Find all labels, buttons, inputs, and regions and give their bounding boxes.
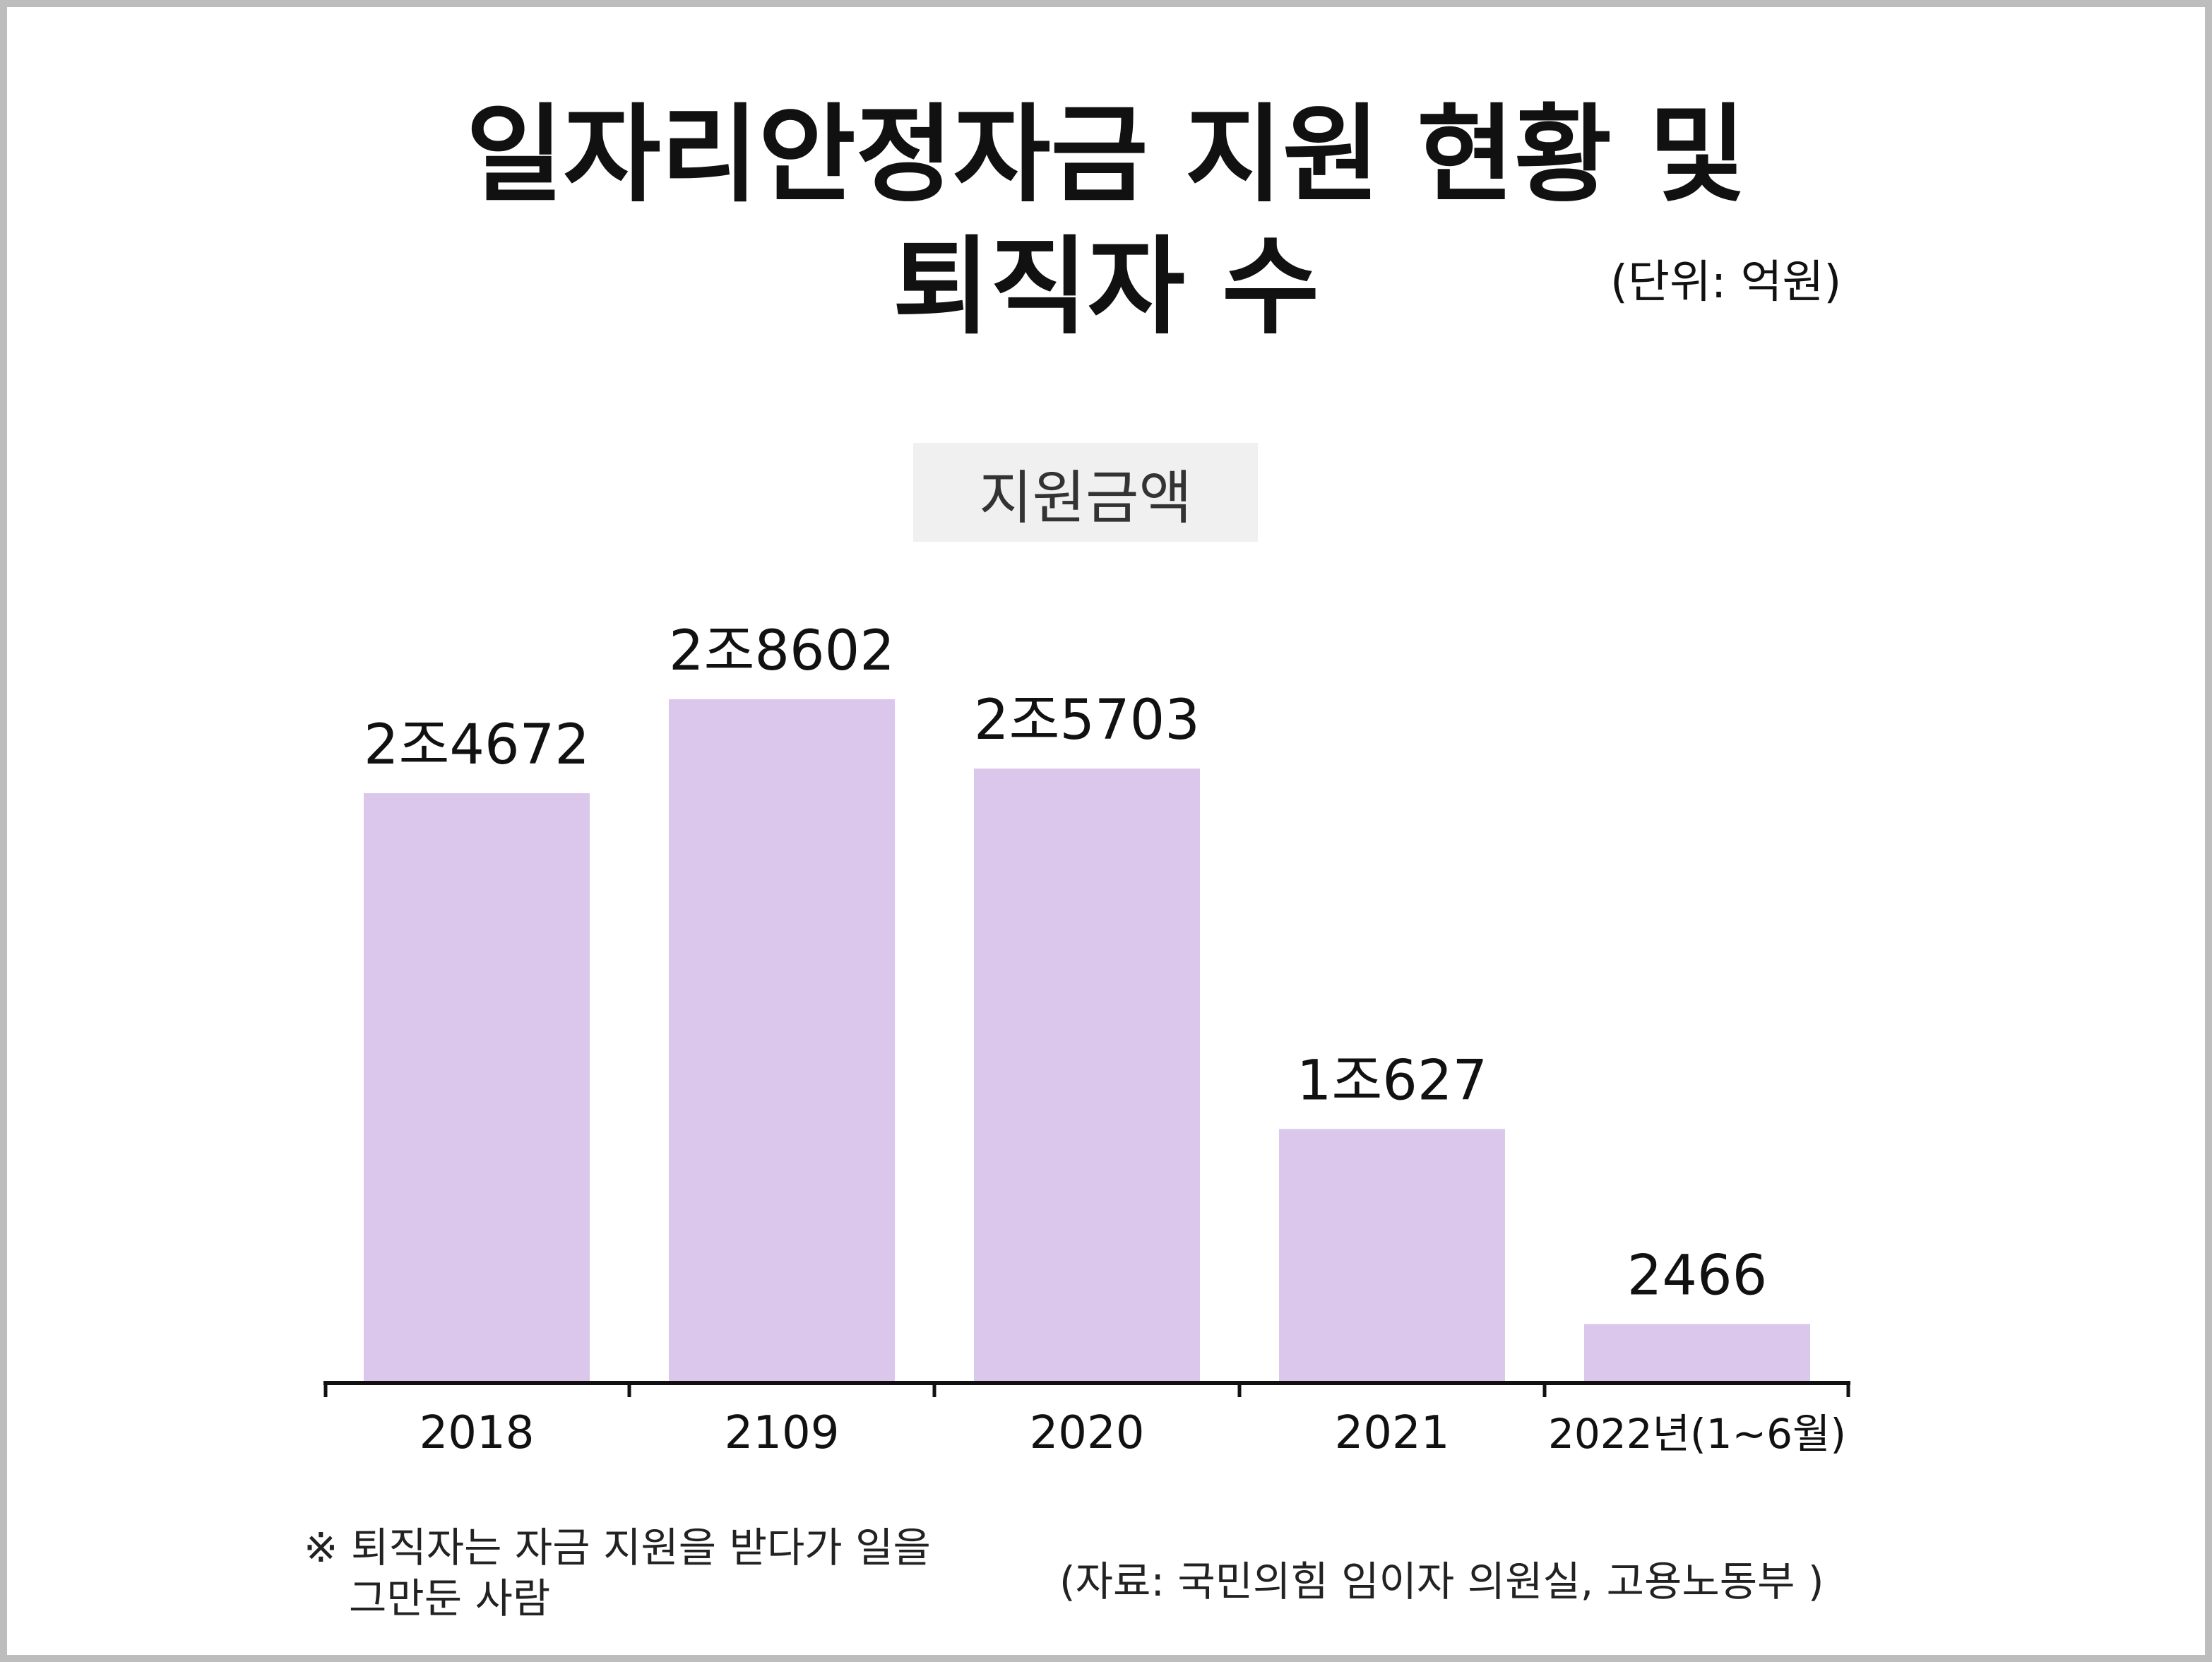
x-tick-label-2020: 2020 xyxy=(1030,1407,1145,1459)
bar-2020 xyxy=(974,768,1200,1383)
chart-title-line-2: 퇴직자 수 xyxy=(892,226,1320,349)
data-label-2018: 2조4672 xyxy=(364,713,590,777)
unit-label: (단위: 억원) xyxy=(1610,256,1842,309)
x-tick-label-2109: 2109 xyxy=(725,1407,840,1459)
x-tick-label-2018: 2018 xyxy=(420,1407,535,1459)
footnote-line-2: 그만둔 사람 xyxy=(349,1574,551,1622)
footnote: ※ 퇴직자는 자금 지원을 받다가 일을 그만둔 사람 xyxy=(304,1522,931,1624)
bar-2021 xyxy=(1279,1129,1505,1383)
data-label-2022년(1~6월): 2466 xyxy=(1627,1245,1768,1308)
footnote-line-1: ※ 퇴직자는 자금 지원을 받다가 일을 xyxy=(304,1524,931,1572)
legend: 지원금액 xyxy=(913,443,1258,542)
source-note: (자료: 국민의힘 임이자 의원실, 고용노동부 ) xyxy=(1059,1557,1824,1605)
data-label-2109: 2조8602 xyxy=(669,619,895,683)
legend-label: 지원금액 xyxy=(979,464,1192,532)
bar-2109 xyxy=(669,699,895,1383)
x-tick-label-2021: 2021 xyxy=(1335,1407,1450,1459)
bar-2018 xyxy=(364,793,590,1383)
x-tick-label-2022년(1~6월): 2022년(1~6월) xyxy=(1548,1410,1846,1458)
data-label-2020: 2조5703 xyxy=(974,689,1200,752)
bar-2022년(1~6월) xyxy=(1584,1324,1810,1383)
chart-title-line-1: 일자리안정자금 지원 현황 및 xyxy=(465,94,1747,217)
data-label-2021: 1조627 xyxy=(1297,1049,1487,1112)
